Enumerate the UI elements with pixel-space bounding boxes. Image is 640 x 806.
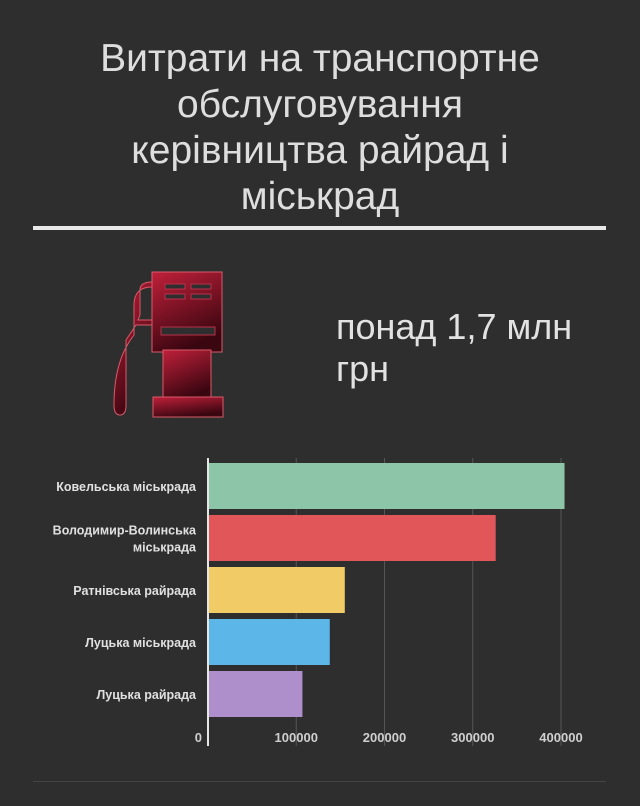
title-line: Витрати на транспортне: [100, 37, 540, 80]
title-line: обслуговування: [177, 83, 463, 126]
bar: [208, 619, 330, 665]
title-line: керівництва райрад і: [131, 129, 509, 172]
x-tick-label: 0: [195, 730, 202, 745]
x-tick-label: 300000: [451, 730, 494, 745]
bar: [208, 515, 496, 561]
category-label: міськрада: [133, 541, 197, 555]
bar-chart: 0 100000 200000 300000 400000 Ковельська місь…: [53, 458, 583, 746]
title-divider: [33, 226, 606, 230]
x-tick-label: 100000: [275, 730, 318, 745]
bar: [208, 567, 345, 613]
summary-total: понад 1,7 млн грн: [336, 306, 626, 390]
category-label: Луцька райрада: [96, 688, 197, 702]
gas-pump-icon: [113, 271, 224, 418]
bottom-divider: [33, 781, 606, 782]
summary-line: понад 1,7 млн: [336, 306, 573, 347]
x-tick-label: 400000: [539, 730, 582, 745]
summary-line: грн: [336, 348, 390, 389]
category-label: Ковельська міськрада: [56, 480, 197, 494]
category-label: Володимир-Волинська: [53, 524, 197, 538]
title-line: міськрад: [240, 175, 400, 218]
x-tick-label: 200000: [363, 730, 406, 745]
category-label: Ратнівська райрада: [73, 584, 197, 598]
page-title: Витрати на транспортне обслуговування ке…: [20, 36, 620, 220]
category-label: Луцька міськрада: [85, 636, 197, 650]
bar: [208, 671, 303, 717]
bar: [208, 463, 565, 509]
